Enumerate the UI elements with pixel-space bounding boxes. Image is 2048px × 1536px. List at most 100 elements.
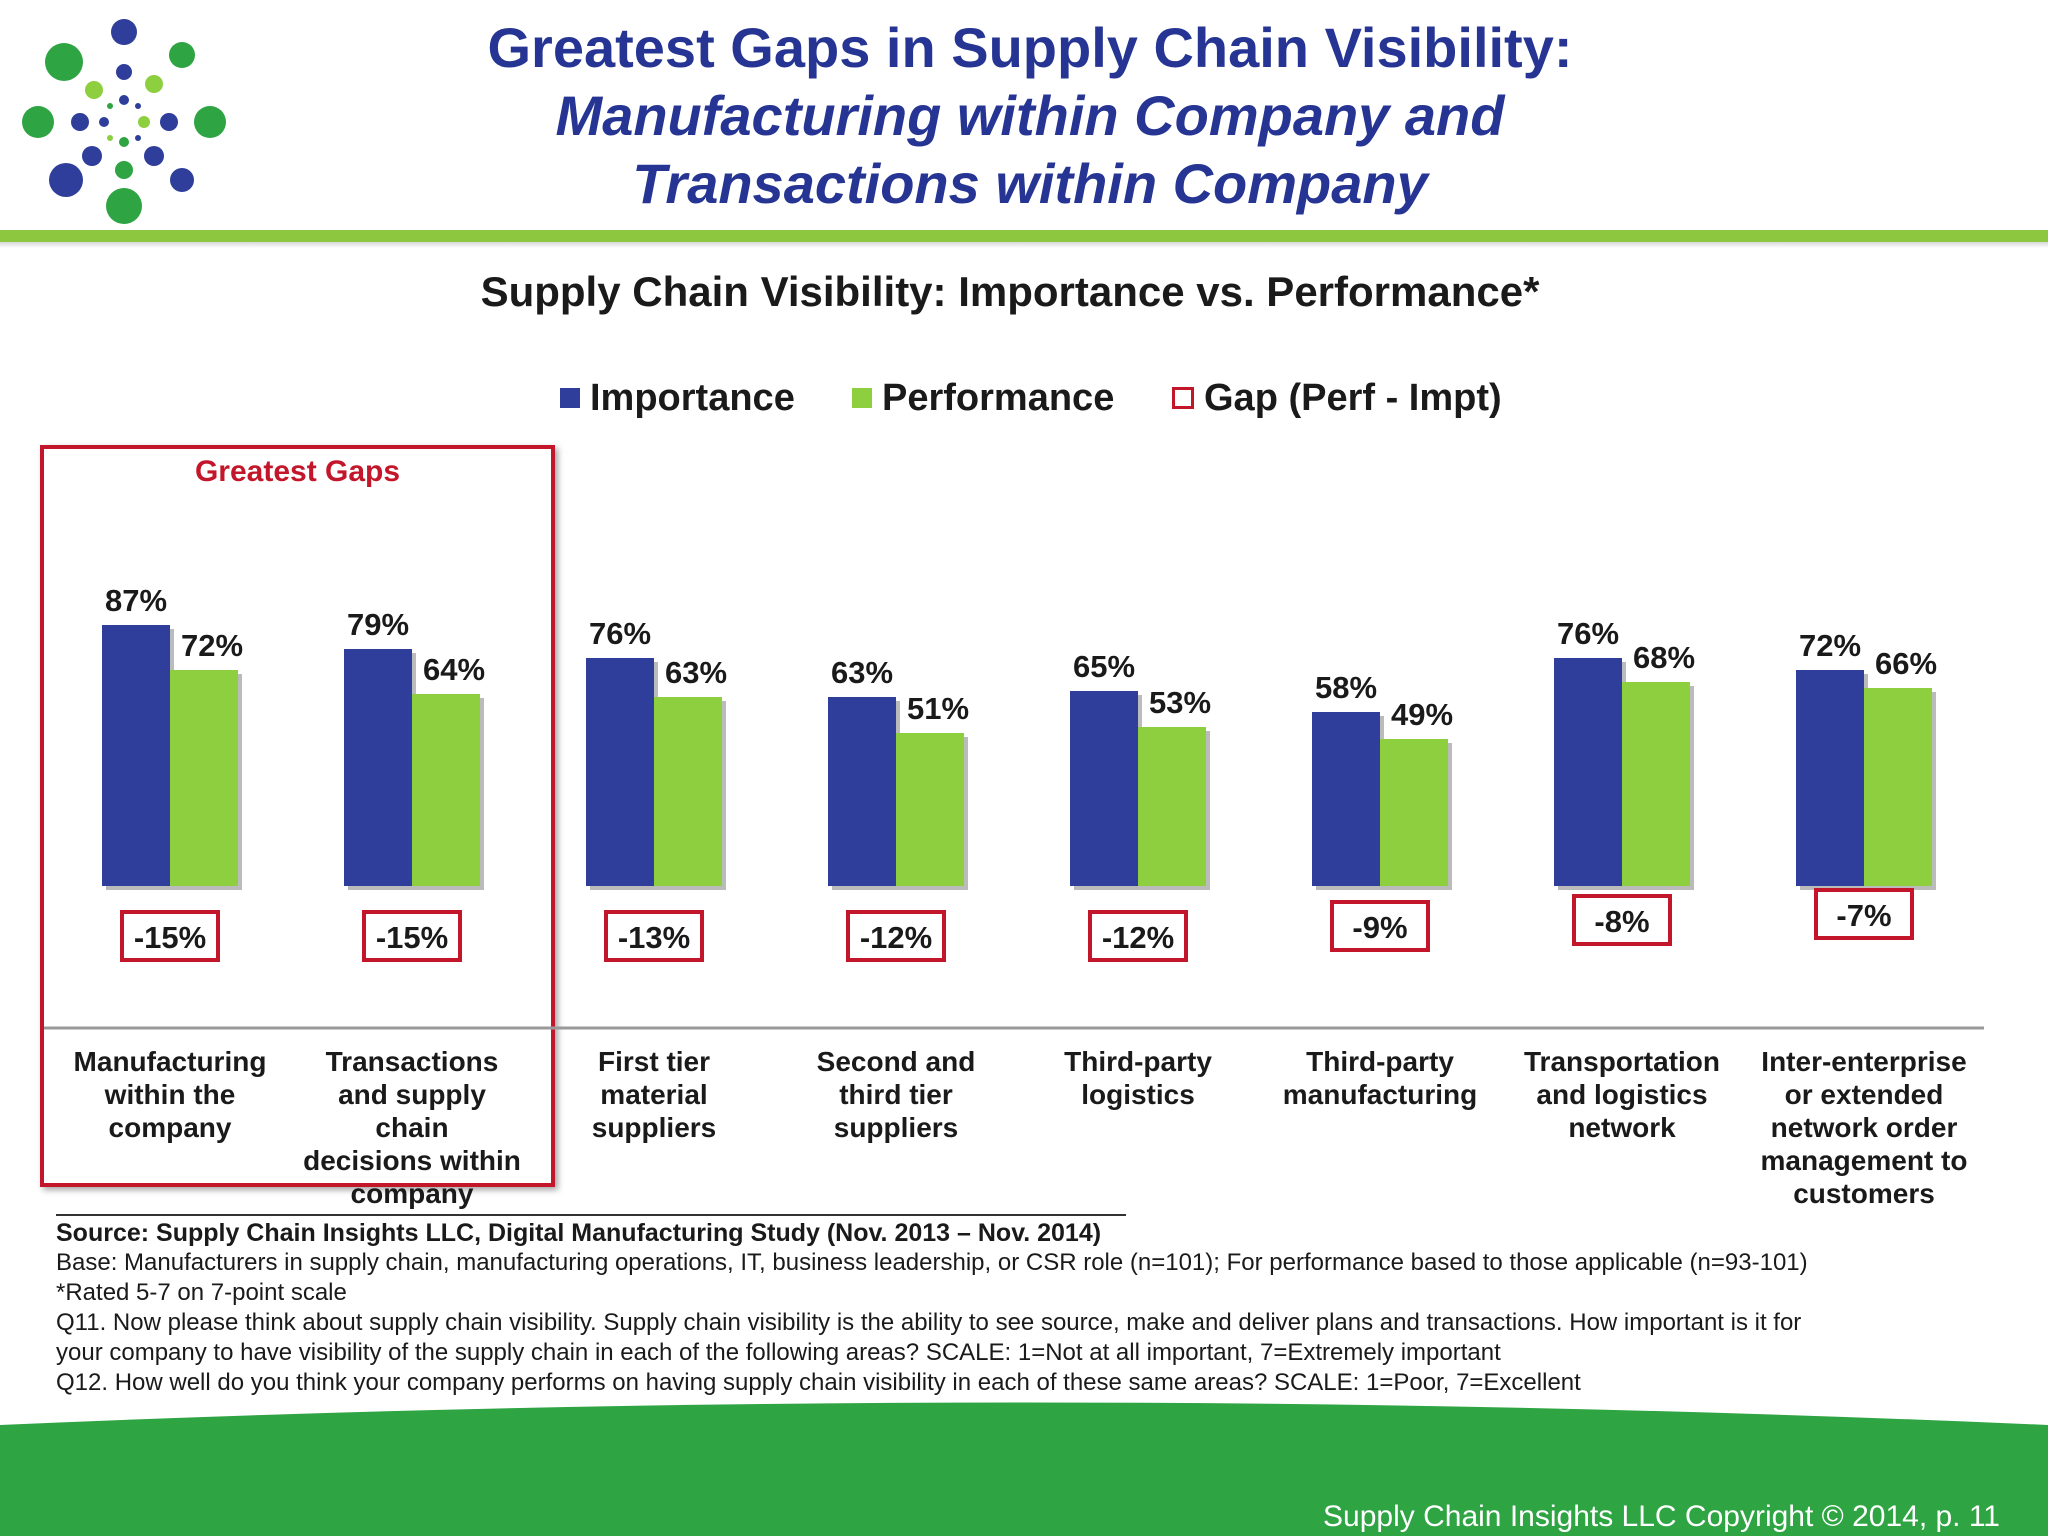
category-label: Manufacturing within the company (60, 1045, 280, 1144)
importance-bar (586, 658, 654, 886)
legend-swatch-importance (560, 388, 580, 408)
importance-bar (344, 649, 412, 886)
category-label-line: company (108, 1112, 232, 1143)
category-label-line: suppliers (591, 1112, 717, 1143)
importance-bar (1554, 658, 1622, 886)
category-label: Transportation and logistics network (1512, 1045, 1732, 1144)
gap-value-box (846, 910, 946, 962)
category-label-line: network order (1770, 1112, 1958, 1143)
legend-item-gap: Gap (Perf - Impt) (1172, 370, 1502, 426)
legend-label-performance: Performance (882, 376, 1115, 419)
category-label-line: third tier (839, 1079, 953, 1110)
category-label-line: logistics (1081, 1079, 1195, 1110)
category-label-line: customers (1793, 1178, 1935, 1209)
category-label-line: suppliers (833, 1112, 959, 1143)
performance-value-label: 64% (423, 652, 485, 687)
gap-value-box (362, 910, 462, 962)
category-label: Inter-enterprise or extended network order… (1754, 1045, 1974, 1210)
gap-value-box (120, 910, 220, 962)
category-label: Transactions and supply chain decisions wi… (302, 1045, 522, 1210)
importance-value-label: 87% (105, 583, 167, 618)
category-label-line: Second and (816, 1046, 976, 1077)
performance-value-label: 51% (907, 691, 969, 726)
category-label-line: and supply chain (338, 1079, 486, 1143)
category-label-line: Inter-enterprise (1761, 1046, 1967, 1077)
gap-value-label: -12% (1102, 920, 1174, 955)
performance-bar (1864, 688, 1932, 886)
category-label-line: Manufacturing (73, 1046, 267, 1077)
legend-swatch-gap (1172, 387, 1194, 409)
gap-value-label: -7% (1836, 898, 1891, 933)
gap-value-label: -12% (860, 920, 932, 955)
category-label-line: management to (1760, 1145, 1968, 1176)
category-label-line: manufacturing (1282, 1079, 1478, 1110)
gap-value-box (1572, 894, 1672, 946)
footer-band (0, 1402, 2048, 1536)
header-divider-shadow (0, 242, 2048, 248)
q11-line-2: your company to have visibility of the s… (56, 1339, 1501, 1366)
performance-value-label: 68% (1633, 640, 1695, 675)
base-line: Base: Manufacturers in supply chain, man… (56, 1249, 1808, 1276)
q11-line-1: Q11. Now please think about supply chain… (56, 1309, 1802, 1336)
category-label-line: decisions within (303, 1145, 521, 1176)
performance-bar (1622, 682, 1690, 886)
importance-value-label: 65% (1073, 649, 1135, 684)
header-divider (0, 230, 2048, 242)
performance-value-label: 63% (665, 655, 727, 690)
importance-value-label: 58% (1315, 670, 1377, 705)
gap-value-label: -15% (134, 920, 206, 955)
category-label-line: Transactions (325, 1046, 499, 1077)
source-divider (56, 1214, 1126, 1216)
category-label-line: material (600, 1079, 708, 1110)
category-label-line: Transportation (1523, 1046, 1720, 1077)
greatest-gaps-label: Greatest Gaps (194, 455, 401, 488)
importance-bar (102, 625, 170, 886)
gap-value-box (1330, 900, 1430, 952)
performance-bar (896, 733, 964, 886)
slide-title: Greatest Gaps in Supply Chain Visibility… (380, 14, 1680, 218)
gap-value-box (604, 910, 704, 962)
source-line: Source: Supply Chain Insights LLC, Digit… (56, 1219, 1102, 1247)
chart-legend: Importance Performance Gap (Perf - Impt) (0, 370, 2048, 426)
legend-swatch-performance (852, 388, 872, 408)
legend-item-performance: Performance (852, 370, 1114, 426)
importance-value-label: 76% (1557, 616, 1619, 651)
category-label: Second and third tier suppliers (786, 1045, 1006, 1144)
footer-copyright: Supply Chain Insights LLC Copyright © 20… (1323, 1500, 2000, 1533)
importance-value-label: 63% (831, 655, 893, 690)
category-label-line: Third-party (1064, 1046, 1212, 1077)
performance-bar (1138, 727, 1206, 886)
importance-value-label: 79% (347, 607, 409, 642)
legend-label-importance: Importance (590, 376, 795, 419)
chart-title: Supply Chain Visibility: Importance vs. … (480, 268, 1540, 315)
importance-bar (1796, 670, 1864, 886)
category-label: Third-party logistics (1028, 1045, 1248, 1111)
source-notes: Source: Supply Chain Insights LLC, Digit… (56, 1218, 1956, 1398)
gap-value-label: -15% (376, 920, 448, 955)
performance-value-label: 49% (1391, 697, 1453, 732)
gap-value-box (1088, 910, 1188, 962)
gap-value-label: -8% (1594, 904, 1649, 939)
performance-bar (654, 697, 722, 886)
gap-value-box (1814, 888, 1914, 940)
legend-item-importance: Importance (560, 370, 795, 426)
performance-value-label: 53% (1149, 685, 1211, 720)
category-label-line: and logistics (1536, 1079, 1708, 1110)
greatest-gaps-highlight-box (40, 445, 555, 1187)
importance-bar (1312, 712, 1380, 886)
importance-value-label: 76% (589, 616, 651, 651)
importance-bar (828, 697, 896, 886)
title-line-3: Transactions within Company (632, 152, 1428, 215)
category-label-line: First tier (597, 1046, 711, 1077)
gap-value-label: -9% (1352, 910, 1407, 945)
importance-bar (1070, 691, 1138, 886)
importance-value-label: 72% (1799, 628, 1861, 663)
category-label-line: Third-party (1306, 1046, 1454, 1077)
performance-bar (412, 694, 480, 886)
performance-value-label: 66% (1875, 646, 1937, 681)
company-logo (22, 19, 226, 224)
category-label: First tier material suppliers (544, 1045, 764, 1144)
legend-label-gap: Gap (Perf - Impt) (1204, 376, 1502, 419)
scale-note: *Rated 5-7 on 7-point scale (56, 1279, 347, 1306)
